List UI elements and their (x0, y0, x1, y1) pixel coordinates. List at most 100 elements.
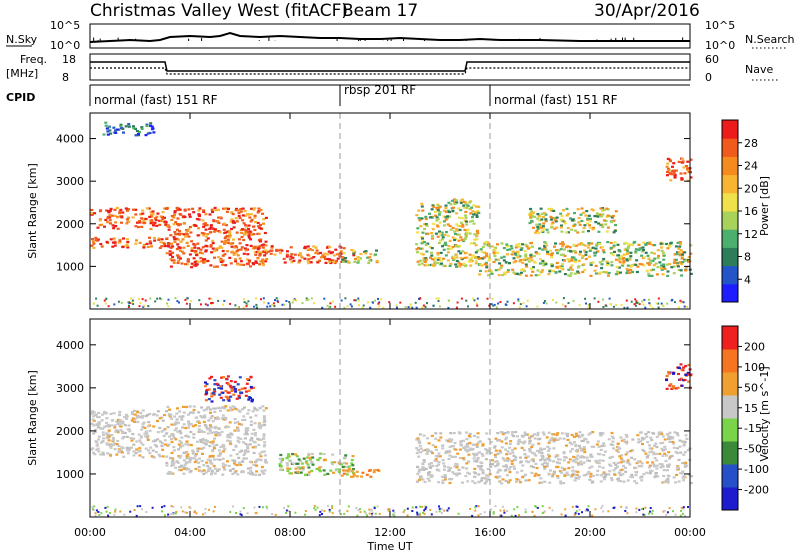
velocity-echo-cell (687, 363, 691, 367)
velocity-noise-cell (411, 510, 414, 512)
velocity-echo-cell (571, 466, 575, 469)
power-echo-cell (554, 271, 558, 274)
power-echo-cell (239, 263, 243, 266)
velocity-echo-cell (434, 432, 438, 435)
power-echo-cell (209, 264, 213, 267)
power-noise-cell (679, 299, 682, 302)
power-echo-cell (447, 201, 451, 204)
power-echo-cell (654, 262, 658, 265)
time-tick-label: 20:00 (574, 526, 606, 539)
velocity-echo-cell (258, 452, 262, 455)
velocity-noise-cell (204, 512, 207, 515)
power-echo-cell (118, 215, 122, 218)
power-echo-cell (536, 269, 540, 272)
power-echo-cell (204, 228, 208, 231)
power-echo-cell (319, 256, 323, 259)
velocity-echo-cell (170, 451, 174, 454)
power-echo-cell (673, 173, 677, 176)
power-echo-cell (559, 253, 563, 256)
nave-tick-bottom: 0 (705, 71, 712, 84)
power-noise-cell (206, 304, 209, 307)
power-noise-cell (245, 302, 248, 305)
power-echo-cell (536, 227, 540, 230)
velocity-echo-cell (122, 435, 126, 439)
power-echo-cell (660, 264, 663, 267)
power-echo-cell (178, 208, 182, 211)
power-echo-cell (647, 274, 651, 277)
velocity-echo-cell (250, 436, 254, 440)
velocity-noise-cell (457, 512, 460, 515)
power-echo-cell (601, 246, 605, 249)
velocity-echo-cell (151, 449, 155, 452)
velocity-echo-cell (254, 460, 258, 463)
power-noise-cell (488, 304, 491, 307)
power-echo-cell (106, 130, 110, 133)
power-echo-cell (127, 220, 131, 223)
velocity-echo-cell (588, 466, 592, 469)
power-noise-cell (113, 303, 116, 306)
velocity-echo-cell (667, 371, 671, 374)
power-echo-cell (587, 214, 591, 217)
velocity-echo-cell (247, 409, 251, 412)
velocity-echo-cell (591, 474, 595, 478)
power-echo-cell (165, 237, 169, 240)
velocity-echo-cell (624, 433, 628, 437)
velocity-echo-cell (233, 429, 237, 432)
power-echo-cell (249, 220, 253, 223)
power-echo-cell (104, 218, 108, 222)
power-echo-cell (228, 256, 232, 259)
power-echo-cell (125, 209, 129, 212)
power-echo-cell (555, 216, 559, 219)
power-echo-cell (111, 224, 115, 227)
power-echo-cell (209, 226, 213, 229)
velocity-echo-cell (221, 462, 225, 465)
power-echo-cell (237, 211, 241, 214)
velocity-echo-cell (92, 424, 96, 427)
velocity-echo-cell (648, 464, 652, 467)
velocity-echo-cell (659, 431, 663, 434)
power-echo-cell (142, 246, 146, 249)
velocity-echo-cell (658, 452, 662, 455)
velocity-echo-cell (421, 478, 425, 481)
power-echo-cell (244, 231, 248, 234)
velocity-echo-cell (221, 465, 225, 468)
power-echo-cell (599, 224, 603, 227)
velocity-noise-cell (440, 507, 443, 510)
velocity-echo-cell (486, 475, 490, 478)
power-echo-cell (468, 232, 472, 235)
power-noise-cell (635, 302, 638, 305)
power-echo-cell (504, 261, 508, 264)
velocity-echo-cell (475, 460, 479, 463)
velocity-echo-cell (264, 407, 268, 410)
velocity-noise-cell (283, 507, 285, 509)
power-echo-cell (165, 207, 169, 210)
velocity-echo-cell (607, 438, 611, 441)
power-echo-cell (306, 253, 310, 256)
velocity-echo-cell (540, 481, 544, 484)
power-echo-cell (552, 269, 555, 272)
power-echo-cell (438, 230, 441, 233)
power-echo-cell (253, 228, 257, 232)
power-echo-cell (213, 256, 216, 259)
velocity-echo-cell (97, 411, 101, 415)
power-echo-cell (553, 227, 557, 230)
power-echo-cell (225, 224, 228, 227)
power-noise-cell (408, 306, 411, 309)
velocity-noise-cell (94, 512, 97, 515)
power-echo-cell (521, 261, 525, 265)
power-echo-cell (680, 263, 684, 266)
velocity-echo-cell (193, 457, 197, 460)
velocity-echo-cell (427, 449, 431, 452)
velocity-echo-cell (222, 376, 225, 379)
power-noise-cell (160, 298, 163, 301)
power-echo-cell (120, 216, 124, 219)
power-echo-cell (674, 258, 678, 261)
power-echo-cell (614, 223, 617, 227)
velocity-noise-cell (625, 506, 628, 509)
power-echo-cell (307, 258, 311, 261)
velocity-echo-cell (563, 455, 567, 459)
velocity-echo-cell (181, 415, 185, 418)
power-colorbar-tick-label: 4 (744, 273, 751, 286)
power-echo-cell (573, 229, 577, 232)
velocity-echo-cell (656, 475, 660, 478)
